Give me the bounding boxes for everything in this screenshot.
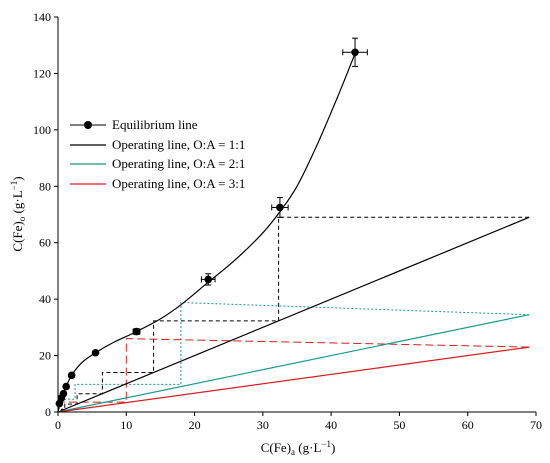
x-tick-label: 10 xyxy=(120,418,132,432)
equilibrium-marker xyxy=(91,348,100,357)
operating-line-1 xyxy=(57,216,530,413)
operating-line-2 xyxy=(57,314,530,413)
y-tick-label: 0 xyxy=(45,405,51,419)
legend-entry-op-3-1: Operating line, O:A = 3:1 xyxy=(70,176,245,191)
equilibrium-point xyxy=(200,273,216,286)
x-tick-label: 60 xyxy=(462,418,474,432)
y-tick-label: 80 xyxy=(39,179,51,193)
equilibrium-marker xyxy=(67,371,76,380)
operating-lines xyxy=(57,216,530,413)
x-axis-label: C(Fe)a (g·L−1) xyxy=(261,439,336,457)
stage-steps-1 xyxy=(61,301,530,400)
equilibrium-line xyxy=(57,53,356,413)
equilibrium-point xyxy=(132,327,141,336)
equilibrium-point xyxy=(62,382,70,391)
equilibrium-marker xyxy=(62,382,70,391)
y-tick-labels: 0 20 40 60 80 100 120 140 xyxy=(33,10,51,419)
y-tick-label: 100 xyxy=(33,123,51,137)
y-tick-label: 60 xyxy=(39,236,51,250)
y-tick-label: 120 xyxy=(33,66,51,80)
operating-line-3 xyxy=(57,346,530,413)
equilibrium-marker xyxy=(132,327,141,336)
x-tick-label: 20 xyxy=(189,418,201,432)
y-tick-label: 20 xyxy=(39,349,51,363)
legend: Equilibrium line Operating line, O:A = 1… xyxy=(70,117,245,191)
equilibrium-point xyxy=(67,371,76,380)
equilibrium-point xyxy=(91,348,100,357)
svg-text:Operating line, O:A = 2:1: Operating line, O:A = 2:1 xyxy=(112,156,245,171)
x-tick-label: 70 xyxy=(530,418,542,432)
y-axis-label: C(Fe)o (g·L−1) xyxy=(9,176,27,251)
y-tick-label: 40 xyxy=(39,292,51,306)
legend-entry-op-1-1: Operating line, O:A = 1:1 xyxy=(70,137,245,152)
stage-steps-2 xyxy=(61,338,530,403)
axes xyxy=(54,16,537,416)
equilibrium-marker xyxy=(59,389,68,398)
x-tick-label: 0 xyxy=(55,418,61,432)
x-tick-label: 30 xyxy=(257,418,269,432)
svg-text:Equilibrium line: Equilibrium line xyxy=(112,117,198,132)
svg-text:Operating line, O:A = 3:1: Operating line, O:A = 3:1 xyxy=(112,176,245,191)
equilibrium-marker xyxy=(204,275,213,284)
equilibrium-marker xyxy=(276,203,284,212)
x-tick-labels: 0 10 20 30 40 50 60 70 xyxy=(55,418,542,432)
equilibrium-point xyxy=(59,389,68,398)
equilibrium-point xyxy=(342,37,368,67)
legend-entry-op-2-1: Operating line, O:A = 2:1 xyxy=(70,156,245,171)
legend-entry-equilibrium: Equilibrium line xyxy=(70,117,198,132)
equilibrium-marker xyxy=(351,48,359,57)
x-tick-label: 50 xyxy=(393,418,405,432)
y-tick-label: 140 xyxy=(33,10,51,24)
x-tick-label: 40 xyxy=(325,418,337,432)
equilibrium-points xyxy=(55,37,368,408)
equilibrium-curve xyxy=(57,53,356,413)
svg-text:Operating line, O:A = 1:1: Operating line, O:A = 1:1 xyxy=(112,137,245,152)
equilibrium-point xyxy=(271,197,289,218)
